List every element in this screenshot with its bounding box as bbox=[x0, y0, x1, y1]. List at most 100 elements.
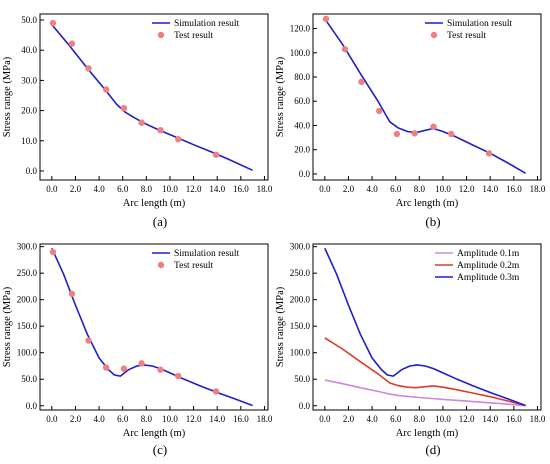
y-axis-label: Stress range (MPa) bbox=[275, 56, 286, 137]
y-tick-label: 0.0 bbox=[26, 401, 38, 411]
data-point bbox=[102, 86, 110, 93]
panel-label: (b) bbox=[425, 214, 440, 229]
plot-frame bbox=[312, 13, 542, 181]
data-point bbox=[157, 127, 164, 134]
y-tick-label: 10.0 bbox=[21, 136, 37, 146]
data-point bbox=[138, 119, 145, 126]
x-tick-label: 14.0 bbox=[482, 414, 498, 424]
y-tick-label: 40.0 bbox=[294, 120, 310, 130]
y-tick-label: 0.0 bbox=[26, 166, 38, 176]
y-tick-label: 50.0 bbox=[294, 374, 310, 384]
y-axis-label: Stress range (MPa) bbox=[2, 286, 13, 367]
x-axis-label: Arc length (m) bbox=[123, 198, 186, 209]
x-tick-label: 0.0 bbox=[46, 414, 58, 424]
x-tick-label: 8.0 bbox=[141, 414, 153, 424]
data-point bbox=[85, 65, 92, 72]
x-tick-label: 6.0 bbox=[390, 414, 402, 424]
series-line-1 bbox=[51, 24, 253, 172]
y-tick-label: 60.0 bbox=[294, 96, 310, 106]
y-tick-label: 250.0 bbox=[290, 268, 311, 278]
x-tick-label: 6.0 bbox=[117, 414, 129, 424]
x-tick-label: 10.0 bbox=[162, 184, 178, 194]
data-point bbox=[68, 40, 76, 47]
panel-label: (a) bbox=[153, 214, 167, 229]
data-point bbox=[341, 45, 349, 53]
x-tick-label: 0.0 bbox=[46, 184, 58, 194]
y-tick-label: 50.0 bbox=[21, 15, 37, 25]
x-tick-label: 8.0 bbox=[414, 184, 426, 194]
data-point bbox=[68, 290, 76, 298]
legend-entry: Amplitude 0.1m bbox=[457, 249, 520, 259]
y-axis-label: Stress range (MPa) bbox=[275, 286, 286, 367]
x-tick-label: 2.0 bbox=[70, 184, 82, 194]
x-tick-label: 12.0 bbox=[459, 184, 475, 194]
series-line-1 bbox=[324, 379, 526, 407]
x-tick-label: 12.0 bbox=[186, 184, 202, 194]
legend-entry: Amplitude 0.2m bbox=[457, 261, 520, 271]
x-tick-label: 0.0 bbox=[319, 184, 331, 194]
legend-entry: Simulation result bbox=[174, 19, 240, 29]
x-tick-label: 16.0 bbox=[506, 184, 522, 194]
y-tick-label: 200.0 bbox=[17, 295, 38, 305]
legend-entry: Test result bbox=[174, 261, 214, 271]
x-tick-label: 18.0 bbox=[257, 184, 273, 194]
x-tick-label: 6.0 bbox=[390, 184, 402, 194]
x-tick-label: 0.0 bbox=[319, 414, 331, 424]
y-tick-label: 40.0 bbox=[21, 45, 37, 55]
legend-swatch-point bbox=[430, 31, 438, 39]
data-point bbox=[175, 136, 182, 143]
series-line-1 bbox=[324, 18, 527, 174]
x-tick-label: 4.0 bbox=[366, 414, 378, 424]
x-axis-label: Arc length (m) bbox=[396, 198, 459, 209]
x-tick-label: 4.0 bbox=[93, 184, 105, 194]
data-point bbox=[85, 337, 92, 344]
y-tick-label: 30.0 bbox=[21, 75, 37, 85]
data-point bbox=[212, 151, 220, 158]
x-tick-label: 8.0 bbox=[141, 184, 153, 194]
y-tick-label: 20.0 bbox=[21, 106, 37, 116]
x-tick-label: 10.0 bbox=[162, 414, 178, 424]
y-tick-label: 0.0 bbox=[299, 401, 311, 411]
legend-entry: Simulation result bbox=[174, 249, 240, 259]
data-point bbox=[448, 130, 455, 138]
y-tick-label: 0.0 bbox=[299, 169, 311, 179]
legend-entry: Test result bbox=[174, 31, 214, 41]
x-tick-label: 6.0 bbox=[117, 184, 129, 194]
x-tick-label: 4.0 bbox=[93, 414, 105, 424]
data-point bbox=[485, 150, 493, 157]
y-tick-label: 300.0 bbox=[290, 242, 311, 252]
data-point bbox=[49, 248, 57, 256]
panel-label: (c) bbox=[153, 442, 167, 457]
legend-swatch-point bbox=[157, 261, 165, 269]
x-tick-label: 18.0 bbox=[530, 184, 546, 194]
y-axis-label: Stress range (MPa) bbox=[2, 56, 13, 137]
data-point bbox=[120, 104, 128, 112]
x-tick-label: 14.0 bbox=[482, 184, 498, 194]
x-tick-label: 18.0 bbox=[257, 414, 273, 424]
chart-panel-3: 0.0 2.0 4.0 6.0 8.0 10.0 12.0 14.0 16.0 18.0 0.0 50… bbox=[2, 242, 273, 457]
x-tick-label: 12.0 bbox=[459, 414, 475, 424]
legend-swatch-point bbox=[157, 31, 165, 39]
series-line-3 bbox=[324, 247, 526, 407]
data-point bbox=[157, 366, 164, 373]
series-line-1 bbox=[51, 247, 253, 407]
chart-panel-2: 0.0 2.0 4.0 6.0 8.0 10.0 12.0 14.0 16.0 18.0 0.0 20… bbox=[275, 13, 546, 229]
y-tick-label: 150.0 bbox=[17, 321, 38, 331]
data-point bbox=[49, 19, 57, 27]
x-tick-label: 14.0 bbox=[209, 414, 225, 424]
x-tick-label: 14.0 bbox=[209, 184, 225, 194]
y-tick-label: 150.0 bbox=[290, 321, 311, 331]
chart-panel-1: 0.0 2.0 4.0 6.0 8.0 10.0 12.0 14.0 16.0 18.0 0.0 10… bbox=[2, 13, 273, 229]
y-tick-label: 100.0 bbox=[17, 348, 38, 358]
x-tick-label: 8.0 bbox=[414, 414, 426, 424]
x-tick-label: 12.0 bbox=[186, 414, 202, 424]
data-point bbox=[322, 15, 330, 23]
data-point bbox=[120, 365, 128, 372]
plot-frame bbox=[39, 13, 269, 181]
x-tick-label: 10.0 bbox=[435, 414, 451, 424]
data-point bbox=[138, 360, 145, 367]
legend-entry: Simulation result bbox=[447, 19, 513, 29]
y-tick-label: 100.0 bbox=[290, 348, 311, 358]
x-axis-label: Arc length (m) bbox=[123, 428, 186, 439]
